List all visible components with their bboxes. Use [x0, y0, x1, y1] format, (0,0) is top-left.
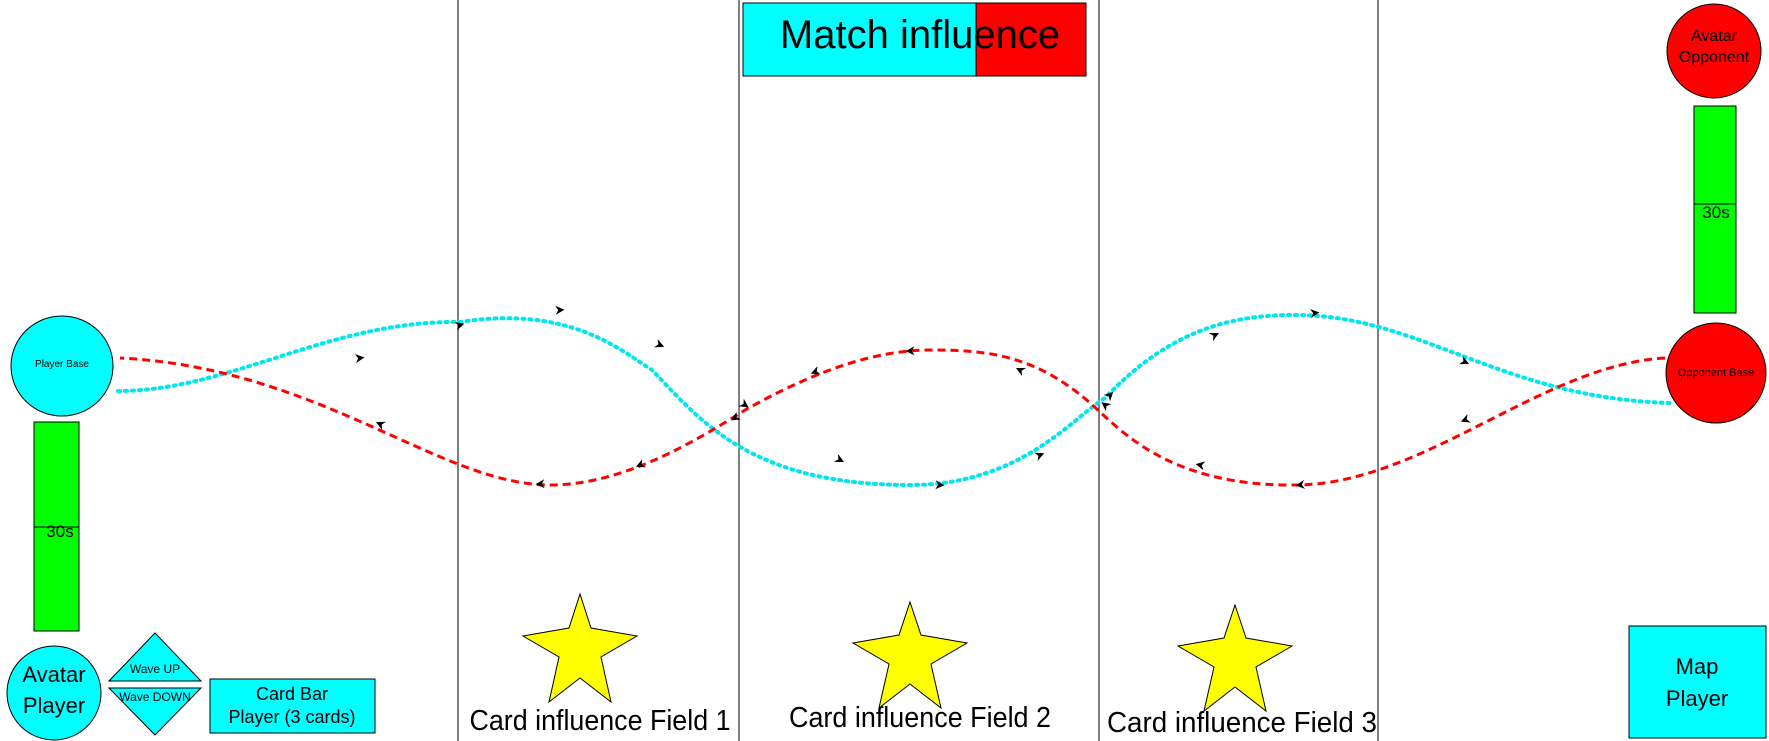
- card-bar-label-2: Player (3 cards): [228, 707, 355, 727]
- field-1-label: Card influence Field 1: [470, 705, 731, 737]
- opponent-base-label: Opponent Base: [1678, 367, 1754, 379]
- card-bar[interactable]: Card Bar Player (3 cards): [209, 678, 376, 734]
- opponent-avatar-label-2: Opponent: [1679, 49, 1750, 66]
- opponent-base-circle: [1665, 322, 1767, 424]
- wave-down-label: Wave DOWN: [119, 690, 191, 704]
- map-player-label-2: Player: [1666, 686, 1728, 711]
- wave-up-button[interactable]: Wave UP: [107, 632, 203, 682]
- card-bar-label-1: Card Bar: [256, 684, 328, 704]
- field-3-label: Card influence Field 3: [1107, 707, 1377, 739]
- player-wave-path: [116, 312, 1672, 488]
- map-player-box: [1628, 625, 1767, 739]
- map-player-label-1: Map: [1676, 654, 1719, 679]
- wave-up-label: Wave UP: [130, 662, 180, 676]
- player-base-circle: [10, 315, 114, 417]
- field-2-label: Card influence Field 2: [789, 702, 1051, 734]
- player-base[interactable]: Player Base: [10, 315, 114, 417]
- star-icon: [521, 592, 639, 704]
- field-3[interactable]: Card influence Field 3: [1107, 603, 1377, 739]
- opponent-avatar-label-1: Avatar: [1691, 28, 1738, 45]
- match-influence-opponent-share: [975, 2, 1087, 77]
- player-avatar-label-1: Avatar: [22, 662, 85, 687]
- player-path-arrows: [354, 305, 1470, 490]
- opponent-timer-label: 30s: [1702, 203, 1729, 222]
- player-avatar-circle: [6, 645, 102, 741]
- field-1[interactable]: Card influence Field 1: [470, 592, 731, 737]
- match-influence-bar: Match influence: [742, 2, 1087, 77]
- player-avatar[interactable]: Avatar Player: [6, 645, 102, 741]
- match-influence-label: Match influence: [780, 13, 1060, 57]
- wave-up-triangle: [107, 632, 203, 682]
- field-2[interactable]: Card influence Field 2: [789, 600, 1051, 734]
- opponent-timer: 30s: [1693, 105, 1737, 314]
- player-base-label: Player Base: [35, 359, 89, 370]
- opponent-wave-path: [119, 348, 1666, 487]
- wave-down-button[interactable]: Wave DOWN: [107, 687, 203, 736]
- card-bar-box: [209, 678, 376, 734]
- star-icon: [851, 600, 969, 710]
- map-player-button[interactable]: Map Player: [1628, 625, 1767, 739]
- opponent-avatar[interactable]: Avatar Opponent: [1666, 3, 1762, 99]
- wave-down-triangle: [107, 687, 203, 736]
- match-influence-player-share: [742, 2, 977, 77]
- opponent-timer-bar: [1693, 105, 1737, 314]
- player-avatar-label-2: Player: [23, 693, 85, 718]
- opponent-avatar-circle: [1666, 3, 1762, 99]
- opponent-path-arrows: [375, 346, 1471, 489]
- star-icon: [1176, 603, 1294, 713]
- player-timer-label: 30s: [46, 522, 73, 541]
- opponent-base[interactable]: Opponent Base: [1665, 322, 1767, 424]
- player-timer: 30s: [33, 421, 80, 632]
